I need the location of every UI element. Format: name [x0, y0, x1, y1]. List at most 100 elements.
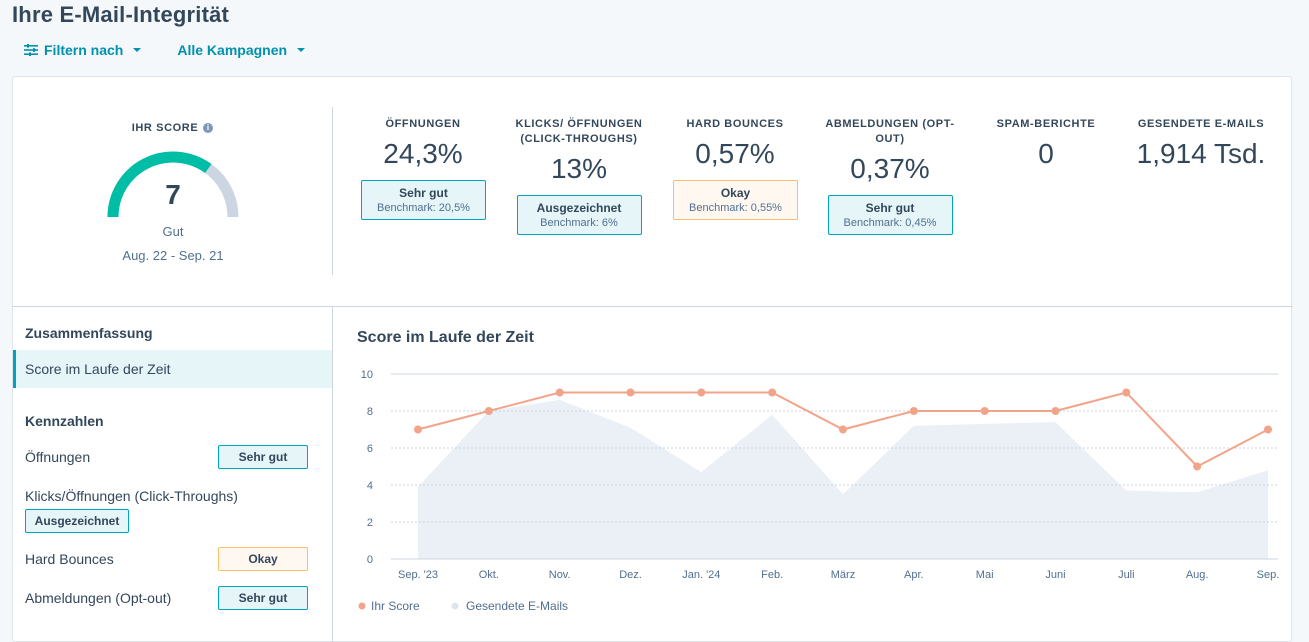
score-gauge	[107, 151, 239, 218]
score-point	[1051, 407, 1060, 415]
benchmark-badge: Ausgezeichnet Benchmark: 6%	[516, 195, 642, 235]
score-point	[1122, 388, 1131, 397]
gauge-fill	[107, 151, 212, 218]
score-point	[414, 425, 422, 434]
chart-title: Score im Laufe der Zeit	[357, 329, 534, 346]
metric-value: 0,37%	[850, 153, 930, 184]
legend-marker-emails	[451, 602, 459, 610]
x-tick-label: März	[831, 569, 855, 581]
score-chart: 0 2 4 6 8 10 Sep. '23 Okt. Nov. Dez. Jan. '24 Feb. M…	[358, 369, 1280, 613]
status-badge: Okay	[218, 547, 308, 571]
metric-sent-emails: GESENDETE E-MAILS 1,914 Tsd.	[1131, 117, 1271, 170]
sidebar: Zusammenfassung Score im Laufe der Zeit …	[13, 307, 333, 642]
sliders-icon	[24, 44, 38, 56]
status-badge: Sehr gut	[218, 586, 308, 610]
y-tick-label: 2	[367, 517, 373, 529]
chevron-down-icon	[133, 48, 142, 52]
metric-spam-reports: SPAM-BERICHTE 0	[985, 117, 1107, 170]
x-tick-label: Sep.	[1257, 569, 1280, 581]
x-tick-label: Mai	[976, 569, 994, 581]
score-panel: IHR SCORE i 7 Gut Aug. 22 - Sep. 21	[13, 107, 333, 275]
sidebar-item-hard-bounces[interactable]: Hard Bounces	[25, 551, 114, 567]
y-tick-label: 0	[367, 554, 373, 566]
campaign-dropdown[interactable]: Alle Kampagnen	[177, 42, 306, 58]
metric-value: 13%	[550, 153, 608, 184]
campaign-label: Alle Kampagnen	[177, 42, 288, 58]
filter-bar: Filtern nach Alle Kampagnen	[24, 42, 306, 58]
score-title: IHR SCORE i	[13, 122, 332, 134]
score-point	[555, 388, 564, 397]
metric-click-throughs: KLICKS/ ÖFFNUNGEN (CLICK-THROUGHS) 13% A…	[513, 117, 645, 235]
y-tick-label: 6	[367, 443, 373, 455]
score-point	[626, 388, 635, 397]
status-badge: Sehr gut	[218, 445, 308, 469]
x-tick-label: Jan. '24	[682, 569, 720, 581]
sent-emails-area	[418, 399, 1268, 559]
sidebar-item-opens[interactable]: Öffnungen	[25, 449, 91, 465]
page-title: Ihre E-Mail-Integrität	[12, 2, 230, 27]
score-value: 7	[165, 179, 181, 210]
filter-label: Filtern nach	[44, 42, 124, 58]
summary-heading: Zusammenfassung	[25, 325, 153, 341]
y-tick-label: 10	[361, 369, 373, 381]
benchmark-rating: Ausgezeichnet	[536, 201, 622, 215]
score-point	[1193, 462, 1202, 471]
metric-title: SPAM-BERICHTE	[996, 118, 1096, 130]
legend-label: Gesendete E-Mails	[466, 599, 568, 613]
score-point	[768, 388, 777, 397]
x-tick-label: Apr.	[904, 569, 924, 581]
score-chart-panel: Score im Laufe der Zeit 0 2 4 6 8 10 Sep. '23 O…	[333, 307, 1293, 642]
benchmark-badge: Sehr gut Benchmark: 0,45%	[827, 195, 953, 235]
benchmark-badge: Sehr gut Benchmark: 20,5%	[361, 180, 486, 220]
benchmark-value: Benchmark: 20,5%	[377, 202, 470, 214]
info-icon[interactable]: i	[203, 123, 214, 133]
filter-button[interactable]: Filtern nach	[24, 42, 142, 58]
benchmark-rating: Okay	[720, 186, 751, 200]
sidebar-item-click-throughs[interactable]: Klicks/Öffnungen (Click-Throughs)	[25, 488, 238, 504]
y-tick-label: 8	[367, 406, 373, 418]
x-tick-label: Nov.	[549, 569, 571, 581]
benchmark-value: Benchmark: 0,45%	[843, 217, 937, 229]
benchmark-value: Benchmark: 6%	[540, 217, 618, 229]
benchmark-rating: Sehr gut	[399, 186, 448, 200]
score-label: Gut	[162, 224, 184, 239]
metric-value: 0,57%	[695, 138, 775, 169]
x-tick-label: Okt.	[479, 569, 499, 581]
benchmark-rating: Sehr gut	[865, 201, 915, 215]
metric-value: 1,914 Tsd.	[1136, 138, 1266, 169]
metrics-section: IHR SCORE i 7 Gut Aug. 22 - Sep. 21 ÖFFN…	[13, 77, 1293, 307]
metric-title: GESENDETE E-MAILS	[1137, 118, 1265, 130]
x-tick-label: Juli	[1118, 569, 1135, 581]
legend-marker-score	[358, 602, 366, 610]
benchmark-value: Benchmark: 0,55%	[689, 202, 782, 214]
x-tick-label: Juni	[1045, 569, 1065, 581]
x-tick-label: Sep. '23	[398, 569, 438, 581]
metric-unsubscribes: ABMELDUNGEN (OPT-OUT) 0,37% Sehr gut Ben…	[825, 117, 955, 235]
score-point	[909, 407, 918, 415]
metric-title: KLICKS/ ÖFFNUNGEN (CLICK-THROUGHS)	[515, 118, 643, 145]
legend-label: Ihr Score	[371, 599, 420, 613]
metric-value: 24,3%	[383, 138, 463, 169]
health-card: IHR SCORE i 7 Gut Aug. 22 - Sep. 21 ÖFFN…	[12, 76, 1293, 642]
score-point	[980, 407, 989, 415]
metric-title: HARD BOUNCES	[686, 118, 784, 130]
score-point	[1264, 425, 1272, 434]
y-tick-label: 4	[367, 480, 373, 492]
metric-opens: ÖFFNUNGEN 24,3% Sehr gut Benchmark: 20,5…	[361, 117, 486, 220]
score-point	[839, 425, 847, 434]
score-point	[484, 407, 493, 415]
x-tick-label: Aug.	[1186, 569, 1209, 581]
status-badge: Ausgezeichnet	[25, 509, 129, 533]
x-tick-label: Dez.	[619, 569, 642, 581]
metric-title: ABMELDUNGEN (OPT-OUT)	[825, 118, 955, 145]
metric-title: ÖFFNUNGEN	[385, 118, 461, 130]
benchmark-badge: Okay Benchmark: 0,55%	[673, 180, 798, 220]
metric-value: 0	[1038, 138, 1054, 169]
x-tick-label: Feb.	[761, 569, 783, 581]
sidebar-item-unsubscribes[interactable]: Abmeldungen (Opt-out)	[25, 590, 172, 606]
score-title-text: IHR SCORE	[131, 122, 199, 134]
score-point	[697, 388, 706, 397]
metric-hard-bounces: HARD BOUNCES 0,57% Okay Benchmark: 0,55%	[673, 117, 798, 220]
kpi-heading: Kennzahlen	[25, 413, 104, 429]
sidebar-item-score-over-time[interactable]: Score im Laufe der Zeit	[13, 350, 332, 388]
